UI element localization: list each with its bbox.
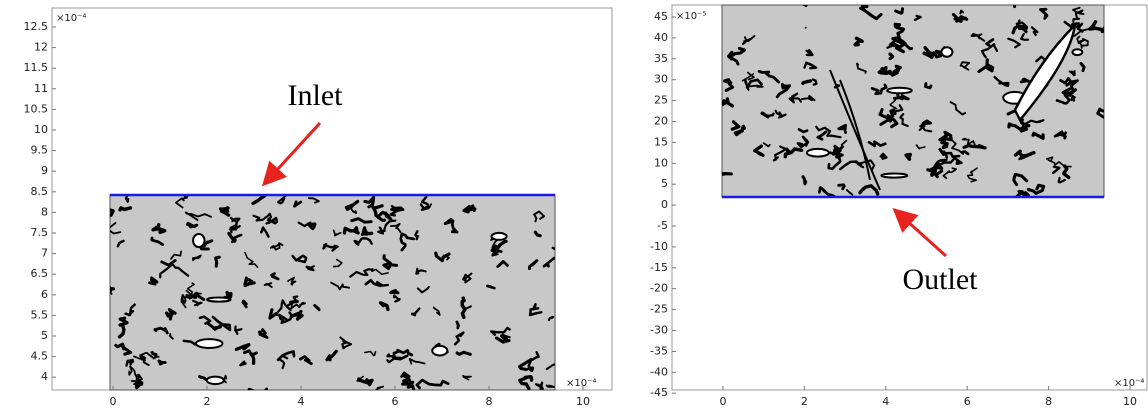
x-tick-label: 2	[801, 395, 808, 408]
x-tick-label: 2	[204, 395, 211, 408]
page: ×10⁻⁴ ×10⁻⁴ Inlet ×10⁻⁵ ×10⁻⁴ Outlet 12.…	[0, 0, 1148, 412]
y-tick-label: 35	[654, 52, 668, 65]
pore-void	[193, 234, 205, 247]
y-tick-label: 5	[41, 329, 48, 342]
x-tick-label: 4	[298, 395, 305, 408]
x-tick-label: 6	[392, 395, 399, 408]
outlet-label: Outlet	[903, 263, 979, 296]
y-tick-label: 11	[34, 82, 48, 95]
y-tick-label: 7	[41, 247, 48, 260]
y-tick-label: 4	[41, 370, 48, 383]
y-tick-label: -40	[650, 365, 668, 378]
left-domain	[110, 195, 555, 390]
left-y-exponent: ×10⁻⁴	[56, 13, 86, 24]
pore	[890, 54, 892, 58]
y-tick-label: 5.5	[31, 308, 49, 321]
pore-void	[1072, 49, 1082, 55]
pore-void	[432, 346, 447, 356]
pore-void	[207, 298, 230, 302]
inlet-label: Inlet	[288, 79, 344, 112]
x-tick-label: 4	[882, 395, 889, 408]
x-tick-label: 0	[110, 395, 117, 408]
x-tick-label: 8	[1045, 395, 1052, 408]
pore	[391, 290, 399, 293]
pore	[291, 301, 298, 303]
y-tick-label: 7.5	[31, 226, 49, 239]
y-tick-label: 5	[661, 177, 668, 190]
pore	[906, 155, 910, 160]
y-tick-label: 12.5	[24, 20, 49, 33]
figure: ×10⁻⁴ ×10⁻⁴ Inlet ×10⁻⁵ ×10⁻⁴ Outlet 12.…	[0, 0, 1148, 412]
y-tick-label: 9	[41, 164, 48, 177]
pore	[1072, 96, 1075, 100]
x-tick-label: 6	[964, 395, 971, 408]
pore-void	[207, 377, 224, 384]
y-tick-label: 20	[654, 115, 668, 128]
pore	[881, 154, 886, 159]
pore-void	[807, 149, 829, 157]
left-x-exponent: ×10⁻⁴	[566, 378, 596, 389]
y-tick-label: 4.5	[31, 350, 49, 363]
pore	[960, 11, 963, 14]
y-tick-label: 11.5	[24, 61, 49, 74]
y-tick-label: 25	[654, 94, 668, 107]
y-tick-label: 8.5	[31, 185, 49, 198]
y-tick-label: 30	[654, 73, 668, 86]
y-tick-label: 15	[654, 135, 668, 148]
pore	[159, 361, 165, 364]
pore-void	[941, 47, 952, 56]
y-tick-label: -20	[650, 282, 668, 295]
pore	[803, 177, 806, 184]
y-tick-label: -30	[650, 324, 668, 337]
x-tick-label: 10	[576, 395, 590, 408]
y-tick-label: -10	[650, 240, 668, 253]
x-tick-label: 8	[486, 395, 493, 408]
pore-void	[887, 88, 912, 94]
y-tick-label: 45	[654, 10, 668, 23]
y-tick-label: 0	[661, 198, 668, 211]
y-tick-label: 40	[654, 31, 668, 44]
pore	[252, 354, 254, 363]
y-tick-label: 10.5	[24, 102, 49, 115]
right-y-exponent: ×10⁻⁵	[676, 11, 706, 22]
y-tick-label: -35	[650, 344, 668, 357]
pore-void	[881, 174, 907, 178]
y-tick-label: 8	[41, 205, 48, 218]
pore	[167, 313, 170, 316]
pore-void	[491, 233, 506, 240]
pore	[126, 195, 128, 201]
right-domain	[722, 5, 1104, 197]
pore	[120, 208, 130, 210]
x-tick-label: 0	[720, 395, 727, 408]
pore	[547, 385, 554, 387]
y-tick-label: 10	[34, 123, 48, 136]
right-x-exponent: ×10⁻⁴	[1114, 378, 1144, 389]
y-tick-label: -15	[650, 261, 668, 274]
y-tick-label: -5	[657, 219, 668, 232]
pore	[457, 322, 459, 328]
pore	[1017, 191, 1028, 196]
x-tick-label: 10	[1123, 395, 1137, 408]
pore-void	[196, 339, 223, 348]
y-tick-label: -45	[650, 386, 668, 399]
y-tick-label: 6	[41, 288, 48, 301]
y-tick-label: 9.5	[31, 144, 49, 157]
y-tick-label: 6.5	[31, 267, 49, 280]
y-tick-label: 10	[654, 156, 668, 169]
y-tick-label: -25	[650, 303, 668, 316]
y-tick-label: 12	[34, 41, 48, 54]
pore	[529, 368, 532, 371]
pore	[307, 266, 314, 270]
